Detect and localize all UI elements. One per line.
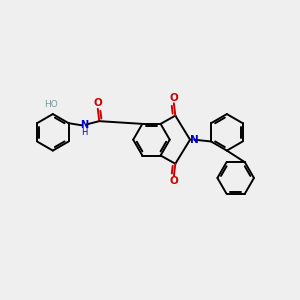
Text: O: O (169, 93, 178, 103)
Text: H: H (81, 128, 87, 136)
Text: N: N (80, 120, 88, 130)
Text: HO: HO (44, 100, 58, 109)
Text: N: N (190, 135, 199, 145)
Text: O: O (169, 176, 178, 186)
Text: O: O (93, 98, 102, 109)
